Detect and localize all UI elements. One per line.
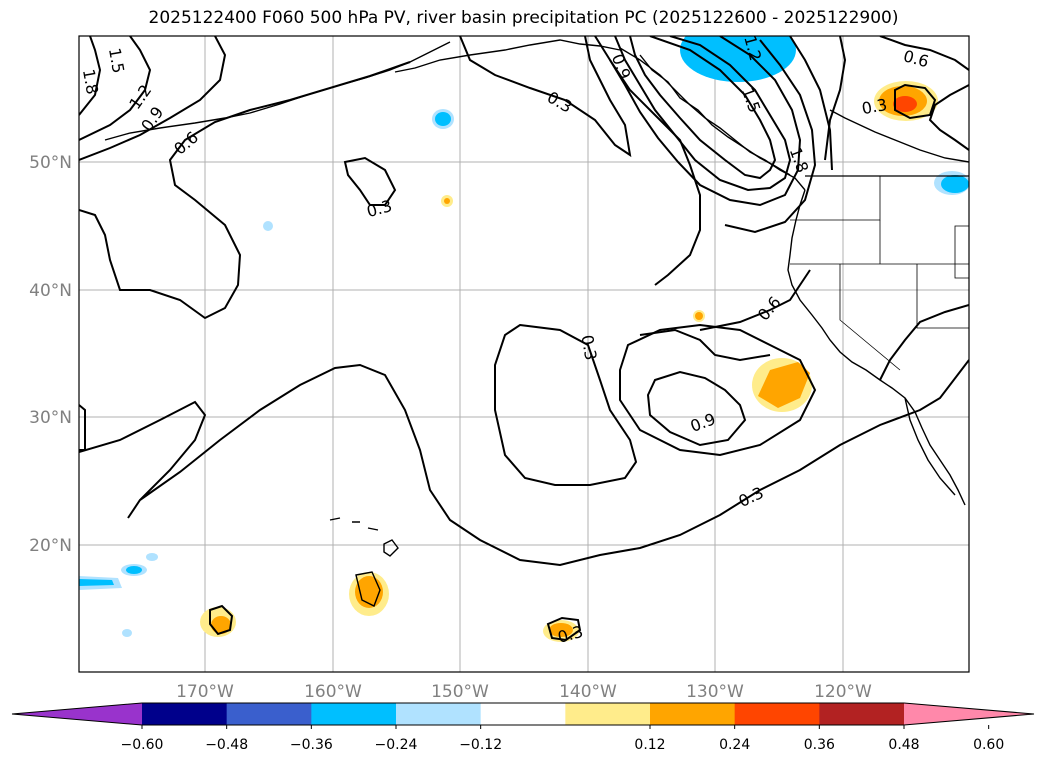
pv-contours — [79, 36, 969, 642]
lat-label-40n: 40°N — [29, 281, 72, 301]
lat-labels: 50°N 40°N 30°N 20°N — [29, 153, 72, 556]
lon-label-160w: 160°W — [304, 682, 362, 702]
lon-label-130w: 130°W — [686, 682, 744, 702]
colorbar-tick-label: 0.36 — [804, 737, 835, 753]
neg-anomaly-blob — [435, 112, 451, 126]
colorbar-segment — [650, 703, 736, 725]
colorbar-segment — [734, 703, 820, 725]
lon-labels: 170°W 160°W 150°W 140°W 130°W 120°W — [176, 682, 872, 702]
neg-anomaly-blob — [122, 629, 132, 637]
lon-label-170w: 170°W — [176, 682, 234, 702]
map-background — [79, 36, 969, 672]
colorbar-tick-label: −0.48 — [205, 737, 248, 753]
lat-label-30n: 30°N — [29, 408, 72, 428]
colorbar-extend-high — [904, 703, 1034, 725]
colorbar-tick-label: 0.24 — [719, 737, 750, 753]
contour-label: 1.5 — [105, 46, 128, 74]
lon-label-140w: 140°W — [559, 682, 617, 702]
colorbar-tick-label: 0.48 — [888, 737, 919, 753]
contour-label: 0.3 — [860, 95, 888, 118]
neg-anomaly-blob — [146, 553, 158, 561]
contour-label: 0.3 — [577, 333, 600, 361]
colorbar-tick-label: 0.12 — [634, 737, 665, 753]
colorbar-tick-label: −0.24 — [375, 737, 418, 753]
map-frame — [78, 35, 970, 673]
colorbar-segment — [311, 703, 397, 725]
colorbar-tick-label: 0.60 — [973, 737, 1004, 753]
colorbar-segment — [819, 703, 905, 725]
neg-anomaly-blob — [79, 579, 114, 586]
pos-anomaly-blob — [893, 96, 917, 112]
neg-anomaly-blob — [941, 175, 969, 193]
pos-anomaly-blob — [758, 362, 810, 408]
map-title: 2025122400 F060 500 hPa PV, river basin … — [148, 8, 899, 28]
colorbar-tick-label: −0.36 — [290, 737, 333, 753]
colorbar-segment — [396, 703, 482, 725]
lat-label-50n: 50°N — [29, 153, 72, 173]
colorbar-tick-label: −0.60 — [121, 737, 164, 753]
colorbar-segment — [480, 703, 566, 725]
neg-anomaly-blob — [126, 566, 142, 574]
pos-anomaly-blob — [444, 198, 450, 204]
pos-anomaly-blob — [549, 623, 573, 637]
colorbar-segment — [142, 703, 228, 725]
pos-anomaly-blob — [695, 312, 703, 320]
colorbar-extend-low — [12, 703, 142, 725]
colorbar-segment — [226, 703, 312, 725]
colorbar-tick-label: −0.12 — [459, 737, 502, 753]
colorbar: −0.60 −0.48 −0.36 −0.24 −0.12 0.12 0.24 0.36 0.4… — [11, 702, 1035, 753]
colorbar-segment — [565, 703, 651, 725]
pos-anomaly-blob — [211, 616, 231, 634]
lon-label-120w: 120°W — [814, 682, 872, 702]
lon-label-150w: 150°W — [431, 682, 489, 702]
contour-label: 1.8 — [79, 68, 102, 96]
lat-label-20n: 20°N — [29, 536, 72, 556]
neg-anomaly-blob — [263, 221, 273, 231]
